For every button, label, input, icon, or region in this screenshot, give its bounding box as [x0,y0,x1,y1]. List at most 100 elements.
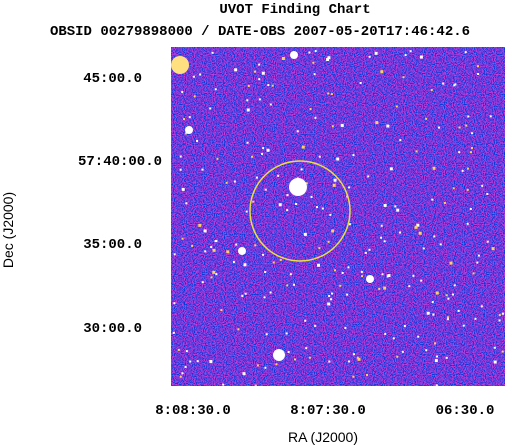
star [192,75,195,78]
star [252,200,255,203]
star [201,168,204,171]
star [321,207,324,210]
star [265,333,268,336]
star [464,51,467,54]
star [439,243,442,246]
star [258,63,261,66]
star [196,360,199,363]
star [491,247,495,251]
star [361,275,364,278]
star [272,261,275,264]
star [443,201,446,204]
star [422,247,425,250]
star [462,324,465,327]
star [326,58,330,62]
subtitle: OBSID 00279898000 / DATE-OBS 2007-05-20T… [50,24,470,40]
star [201,281,204,284]
star [246,99,249,102]
star [328,360,331,363]
star [452,187,455,190]
star [344,326,347,329]
star [241,294,244,297]
star [383,240,386,243]
star [333,178,337,182]
star [275,363,278,366]
star [305,182,308,185]
star [366,373,369,376]
star [179,168,182,171]
star [367,175,370,178]
star [398,231,401,234]
star [244,292,247,295]
star [331,229,335,233]
x-tick-label: 06:30.0 [436,403,495,419]
star [436,355,439,358]
star [309,108,312,111]
star [263,296,266,299]
star [477,72,480,75]
star [356,356,359,359]
star [336,157,340,161]
star [261,152,264,155]
star [220,309,223,312]
star [314,50,317,53]
star [352,375,355,378]
star [469,207,472,210]
star [179,155,182,158]
y-tick-label: 35:00.0 [83,237,142,253]
star [458,151,461,154]
star [449,261,453,265]
star [481,184,484,187]
star [348,186,351,189]
star [245,210,248,213]
star [486,192,489,195]
star [426,311,430,315]
star [465,124,468,127]
star [287,351,290,354]
star [368,248,371,251]
star [392,337,395,340]
star [262,253,265,256]
star [214,88,217,91]
star [331,125,334,128]
star [432,166,436,170]
star [296,130,299,133]
star [445,294,448,297]
star [348,360,351,363]
star [246,141,249,144]
star [177,348,180,351]
star [433,235,436,238]
star [470,146,473,149]
star [209,107,212,110]
star [289,273,292,276]
x-tick-label: 8:07:30.0 [290,403,366,419]
star [383,286,387,290]
star [389,167,393,171]
star [189,360,192,363]
star [435,291,439,295]
star [243,263,247,267]
star [476,261,479,264]
star [305,347,308,350]
star [498,319,501,322]
star [173,253,176,256]
star [425,349,428,352]
star [184,132,187,135]
star [293,283,296,286]
star [417,335,420,338]
star [457,309,460,312]
source-region [249,160,351,262]
star [352,154,355,157]
star [347,266,350,269]
star [445,356,448,359]
star [431,198,434,201]
star [204,250,207,253]
star [237,328,240,331]
star [327,302,331,306]
star [401,350,404,353]
star [476,65,479,68]
star [435,384,438,386]
star [216,157,219,160]
star [269,103,272,106]
